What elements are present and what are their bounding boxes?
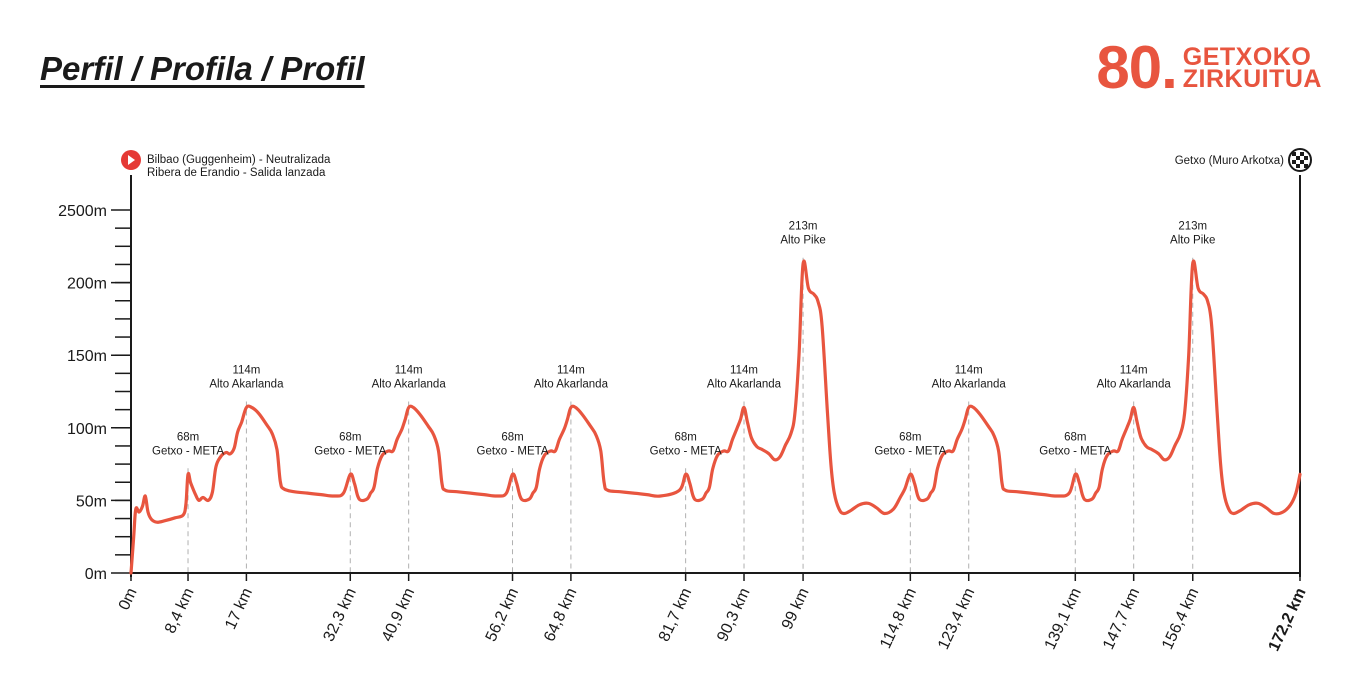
x-tick-label: 0m <box>116 586 141 613</box>
start-location-line-1: Bilbao (Guggenheim) - Neutralizada <box>147 154 331 166</box>
checkered-square <box>1296 164 1300 168</box>
climb-name-label: Getxo - META <box>650 445 722 457</box>
brand-number: 80. <box>1096 34 1177 101</box>
brand-line-1: GETXOKO <box>1182 43 1312 71</box>
elevation-profile-line <box>129 259 1302 575</box>
y-tick-label: 2500m <box>58 203 107 220</box>
climb-name-label: Alto Pike <box>1170 235 1215 247</box>
climb-name-label: Alto Akarlanda <box>1097 378 1172 390</box>
y-axis: 0m 50m 100m 150m 200m 2500m <box>58 175 132 583</box>
x-tick-label: 123,4 km <box>935 586 978 653</box>
y-tick-label: 0m <box>85 566 107 583</box>
x-tick-label: 90,3 km <box>714 586 753 645</box>
x-tick-label: 64,8 km <box>541 586 580 645</box>
climb-name-label: Alto Akarlanda <box>372 378 447 390</box>
checkered-square <box>1296 156 1300 160</box>
x-tick-label: 156,4 km <box>1159 586 1202 653</box>
x-tick-label: 8,4 km <box>162 586 198 637</box>
page-title: Perfil / Profila / Profil <box>40 50 365 87</box>
climb-altitude-label: 213m <box>789 221 818 233</box>
y-tick-label: 100m <box>67 421 107 438</box>
start-location-line-2: Ribera de Erandio - Salida lanzada <box>147 167 326 179</box>
guide-lines <box>187 257 1194 573</box>
climb-name-label: Alto Akarlanda <box>209 378 284 390</box>
checkered-square <box>1292 152 1296 156</box>
checkered-square <box>1292 160 1296 164</box>
y-tick-label: 150m <box>67 348 107 365</box>
x-tick-label: 114,8 km <box>877 586 920 652</box>
x-tick-label: 139,1 km <box>1042 586 1085 653</box>
climb-name-label: Alto Pike <box>780 235 825 247</box>
climb-altitude-label: 68m <box>177 431 199 443</box>
x-tick-label: 17 km <box>222 586 256 633</box>
profile-series <box>129 259 1302 575</box>
climb-name-label: Getxo - META <box>874 445 946 457</box>
climb-altitude-label: 114m <box>232 364 260 376</box>
checkered-square <box>1300 160 1304 164</box>
climb-name-label: Alto Akarlanda <box>707 378 782 390</box>
climb-altitude-label: 68m <box>339 431 361 443</box>
climb-altitude-label: 68m <box>674 431 696 443</box>
checkered-square <box>1304 164 1308 168</box>
x-tick-label: 32,3 km <box>320 586 359 645</box>
climb-altitude-label: 114m <box>955 364 983 376</box>
x-tick-label: 40,9 km <box>379 586 418 645</box>
checkered-square <box>1304 156 1308 160</box>
brand-line-2: ZIRKUITUA <box>1182 65 1322 93</box>
x-tick-label: 56,2 km <box>483 586 522 645</box>
brand-logo: 80. GETXOKO ZIRKUITUA <box>1096 38 1322 98</box>
climb-name-label: Alto Akarlanda <box>932 378 1007 390</box>
x-tick-label: 147,7 km <box>1100 586 1143 653</box>
climb-altitude-label: 114m <box>395 364 423 376</box>
climb-name-label: Getxo - META <box>477 445 549 457</box>
y-tick-label: 50m <box>76 493 107 510</box>
climb-altitude-label: 114m <box>730 364 758 376</box>
y-tick-label: 200m <box>67 276 107 293</box>
x-tick-label: 172,2 km <box>1266 586 1310 654</box>
climb-altitude-label: 68m <box>501 431 523 443</box>
climb-annotations: 68m Getxo - META 114m Alto Akarlanda 68m Getx… <box>152 221 1215 458</box>
climb-name-label: Getxo - META <box>1039 445 1111 457</box>
brand-name: GETXOKO ZIRKUITUA <box>1182 43 1322 93</box>
x-tick-label: 81,7 km <box>656 586 695 645</box>
climb-name-label: Getxo - META <box>314 445 386 457</box>
checkered-square <box>1300 152 1304 156</box>
climb-altitude-label: 114m <box>557 364 585 376</box>
start-arrow-glyph <box>128 155 135 165</box>
x-tick-label: 99 km <box>779 586 813 633</box>
climb-name-label: Getxo - META <box>152 445 224 457</box>
climb-name-label: Alto Akarlanda <box>534 378 609 390</box>
climb-altitude-label: 114m <box>1120 364 1148 376</box>
climb-altitude-label: 68m <box>899 431 921 443</box>
finish-location-label: Getxo (Muro Arkotxa) <box>1175 155 1284 167</box>
climb-altitude-label: 68m <box>1064 431 1086 443</box>
start-finish-markers: Bilbao (Guggenheim) - NeutralizadaRibera… <box>121 148 1312 179</box>
climb-altitude-label: 213m <box>1178 221 1207 233</box>
